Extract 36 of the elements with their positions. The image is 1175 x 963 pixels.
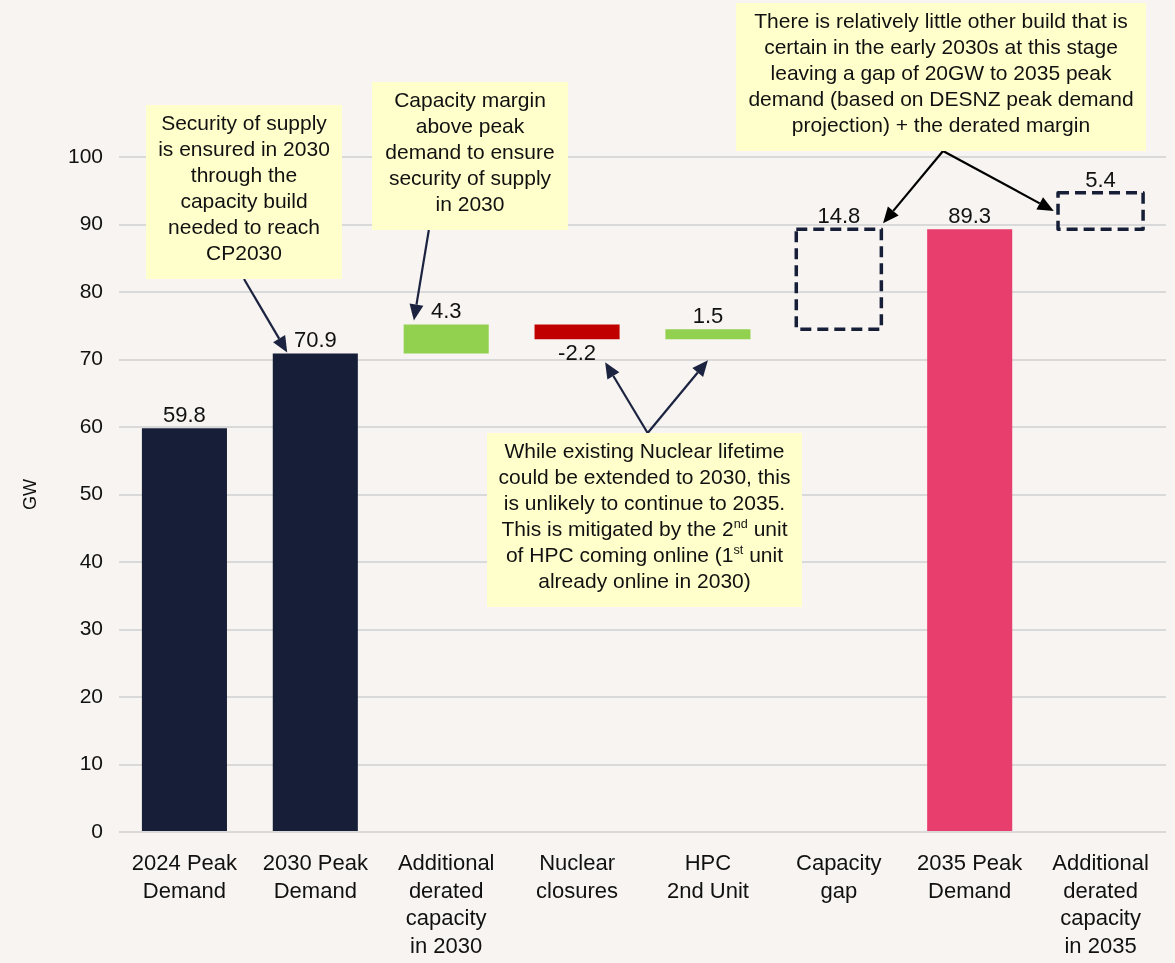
y-tick-label: 50 (79, 481, 103, 505)
bar (534, 324, 620, 340)
bar (403, 324, 489, 354)
data-label: 1.5 (692, 303, 724, 329)
x-tick-label: HPC 2nd Unit (666, 849, 749, 903)
y-tick-label: 0 (91, 818, 103, 842)
data-label: 59.8 (163, 402, 206, 428)
y-tick-label: 90 (79, 211, 103, 235)
annotation: Capacity margin above peak demand to ensure security of supply in 2030 (372, 82, 568, 230)
data-label: 4.3 (430, 298, 462, 324)
y-tick-label: 10 (79, 751, 103, 775)
data-label: 89.3 (948, 203, 992, 229)
x-tick-label: 2030 Peak Demand (262, 849, 369, 903)
bar (665, 329, 751, 340)
data-label: 14.8 (817, 203, 861, 229)
y-tick-label: 40 (79, 548, 103, 572)
text: There is relatively little other build that is certain in the early 2030s at this stage leaving a gap of 20GW to 2035 peak demand (based on DESNZ peak demand projection) + the derated margin (736, 3, 1146, 151)
data-label: -2.2 (558, 340, 597, 366)
x-tick-label: 2035 Peak Demand (917, 849, 1024, 903)
x-tick-label: Capacity gap (796, 849, 882, 903)
y-tick-label: 60 (79, 413, 103, 437)
y-axis-title: GW (19, 479, 40, 510)
x-tick-label: 2024 Peak Demand (131, 849, 239, 903)
y-tick-label: 20 (79, 683, 103, 707)
y-tick-label: 100 (67, 143, 103, 167)
x-tick-label: Additional derated capacity in 2030 (397, 849, 495, 959)
y-tick-label: 30 (79, 616, 103, 640)
y-tick-label: 80 (79, 278, 103, 302)
annotation: Security of supply is ensured in 2030 through the capacity build needed to reach CP2030 (146, 105, 342, 279)
text: While existing Nuclear lifetime could be extended to 2030, this is unlikely to continue to 2035. This is mitigated by the 2$^{nd}$ unit of HPC coming online (1$^{st}$ unit already online in 2030) (498, 439, 791, 592)
bar (927, 229, 1013, 831)
y-tick-label: 70 (79, 346, 103, 370)
data-label: 70.9 (293, 327, 337, 353)
x-tick-label: Additional derated capacity in 2035 (1052, 849, 1149, 959)
x-tick-label: Nuclear closures (536, 849, 619, 903)
data-label: 5.4 (1085, 166, 1116, 192)
